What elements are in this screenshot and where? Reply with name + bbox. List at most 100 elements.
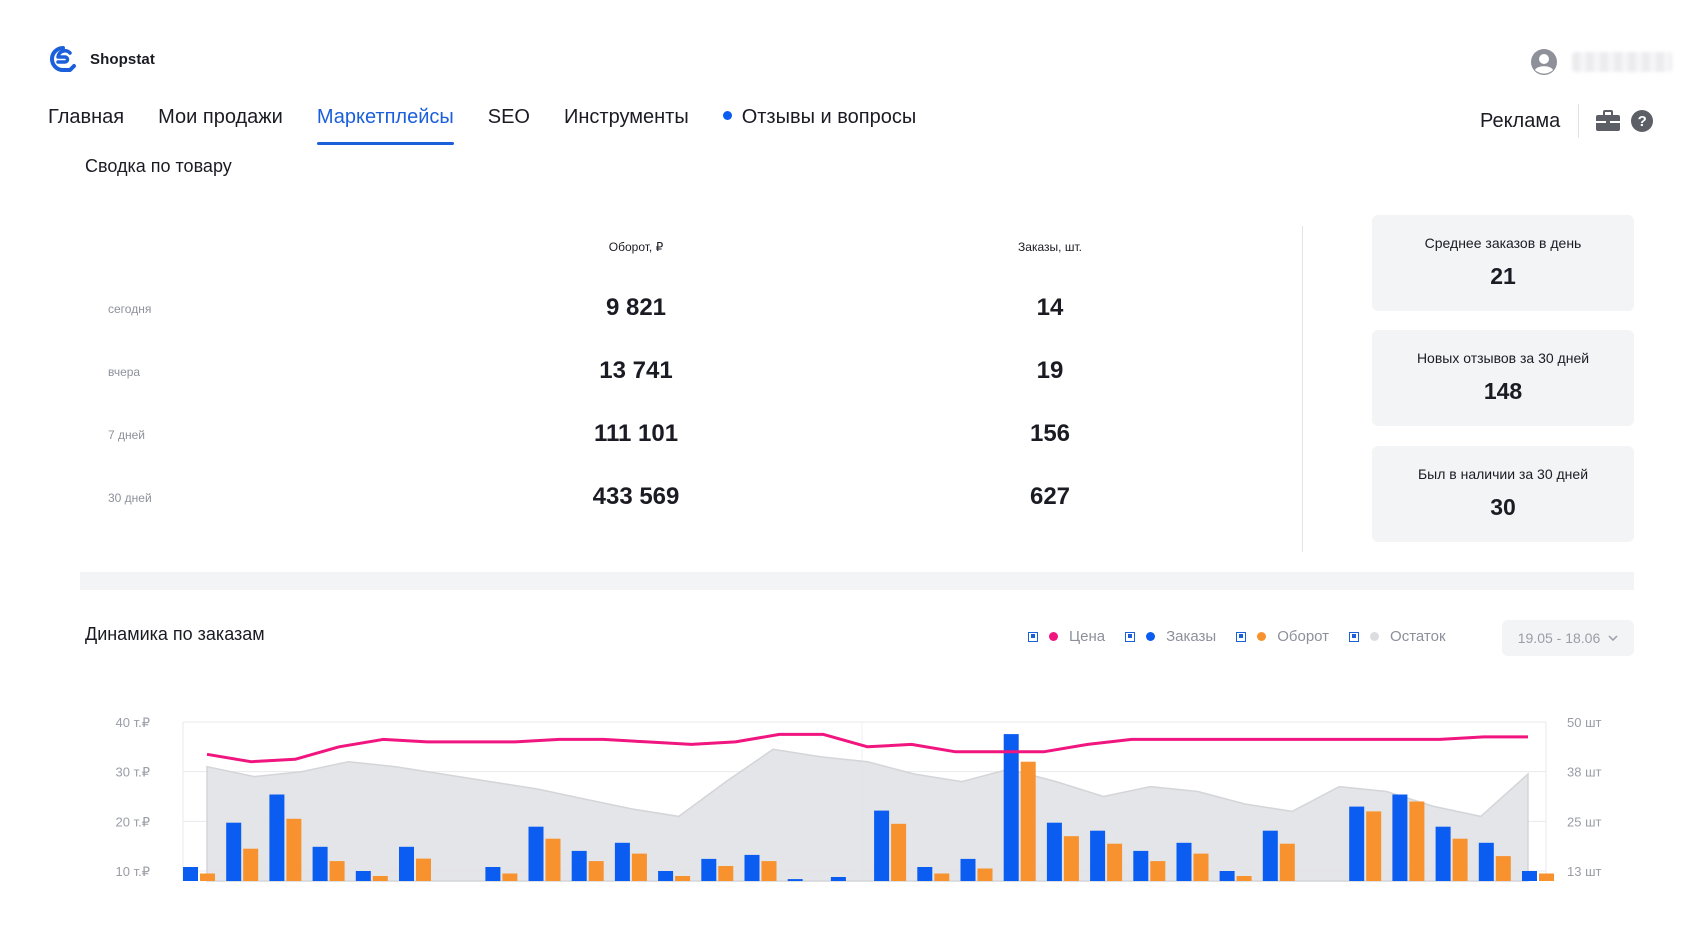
avatar-icon[interactable] xyxy=(1530,48,1558,76)
summary-turnover-value: 9 821 xyxy=(605,294,667,321)
orders-bar xyxy=(614,842,630,881)
orders-bar xyxy=(312,846,328,881)
nav-item-2[interactable]: Маркетплейсы xyxy=(316,106,454,150)
turnover-bar xyxy=(416,858,431,881)
kpi-value: 30 xyxy=(1490,494,1516,520)
kpi-card: Среднее заказов в день 21 xyxy=(1372,215,1634,311)
y-axis-left-tick: 20 т.₽ xyxy=(116,814,150,829)
orders-bar xyxy=(1522,871,1537,881)
orders-bar xyxy=(744,854,760,881)
nav-item-label: Главная xyxy=(48,106,125,128)
kpi-label: Был в наличии за 30 дней xyxy=(1417,466,1589,482)
nav-item-0[interactable]: Главная xyxy=(48,106,124,150)
turnover-bar xyxy=(1409,801,1425,881)
section-separator xyxy=(80,572,1634,590)
nav-item-3[interactable]: SEO xyxy=(488,106,530,150)
turnover-bar xyxy=(1236,876,1252,881)
y-axis-left-tick: 40 т.₽ xyxy=(116,715,150,730)
legend-item[interactable]: Остаток xyxy=(1349,628,1446,645)
orders-chart: 40 т.₽ 50 шт 30 т.₽ 38 шт 20 т.₽ 25 шт 10 т.₽ 1… xyxy=(116,715,1602,882)
chart-legend: Цена Заказы Оборот Остаток xyxy=(1028,628,1466,645)
legend-label: Цена xyxy=(1069,628,1106,645)
briefcase-icon[interactable] xyxy=(1595,109,1621,133)
summary-row-label: вчера xyxy=(108,365,141,379)
turnover-bar xyxy=(934,873,950,881)
turnover-bar xyxy=(1020,761,1036,881)
turnover-bar xyxy=(200,873,215,881)
nav-item-label: Маркетплейсы xyxy=(316,106,454,128)
legend-item[interactable]: Заказы xyxy=(1125,628,1216,645)
summary-turnover-value: 433 569 xyxy=(592,483,680,510)
summary-orders-value: 156 xyxy=(1029,420,1071,447)
legend-checkbox-icon[interactable] xyxy=(1349,631,1360,642)
turnover-bar xyxy=(1495,856,1511,881)
kpi-label: Новых отзывов за 30 дней xyxy=(1416,350,1590,366)
nav-ads-link[interactable]: Реклама xyxy=(1480,109,1561,132)
nav-divider xyxy=(1578,104,1580,138)
y-axis-right-tick: 13 шт xyxy=(1567,864,1602,879)
nav-item-5[interactable]: Отзывы и вопросы xyxy=(722,106,916,150)
summary-turnover-value: 13 741 xyxy=(599,357,673,384)
notification-dot-icon xyxy=(722,111,732,120)
legend-item[interactable]: Оборот xyxy=(1236,628,1329,645)
y-axis-left-tick: 10 т.₽ xyxy=(116,864,150,879)
orders-bar xyxy=(1392,794,1408,881)
shopstat-logo-icon xyxy=(50,46,76,72)
date-range-value: 19.05 - 18.06 xyxy=(1517,630,1601,646)
legend-label: Заказы xyxy=(1166,628,1217,645)
summary-turnover-value: 111 101 xyxy=(593,420,679,447)
turnover-bar xyxy=(1107,843,1123,881)
legend-checkbox-icon[interactable] xyxy=(1125,631,1136,642)
summary-orders-value: 627 xyxy=(1029,483,1071,510)
orders-bar xyxy=(1262,830,1278,881)
summary-title: Сводка по товару xyxy=(85,156,232,176)
turnover-bar xyxy=(891,823,907,881)
nav-item-1[interactable]: Мои продажи xyxy=(158,106,283,150)
orders-bar xyxy=(528,826,544,881)
brand-name: Shopstat xyxy=(90,50,155,68)
user-name-blurred xyxy=(1572,52,1672,72)
nav-right: Реклама ? xyxy=(1480,104,1654,138)
kpi-card: Новых отзывов за 30 дней 148 xyxy=(1372,330,1634,426)
turnover-bar xyxy=(243,848,259,881)
turnover-bar xyxy=(372,876,388,881)
y-axis-right-tick: 38 шт xyxy=(1567,765,1602,780)
date-range-select[interactable]: 19.05 - 18.06 xyxy=(1502,620,1634,656)
orders-bar xyxy=(571,850,587,881)
turnover-bar xyxy=(329,861,345,881)
legend-color-dot-icon xyxy=(1370,632,1380,641)
orders-bar xyxy=(874,810,890,881)
nav-item-label: SEO xyxy=(487,106,530,128)
user-menu[interactable] xyxy=(1530,48,1672,76)
turnover-bar xyxy=(502,873,518,881)
turnover-bar xyxy=(718,866,734,881)
orders-bar xyxy=(1478,842,1494,881)
orders-bar xyxy=(485,867,501,881)
col-head-turnover: Оборот, ₽ xyxy=(608,240,664,254)
nav-item-4[interactable]: Инструменты xyxy=(564,106,689,150)
legend-color-dot-icon xyxy=(1049,632,1058,641)
orders-bar xyxy=(658,871,674,881)
logo[interactable]: Shopstat xyxy=(48,44,155,74)
turnover-bar xyxy=(545,838,561,881)
turnover-bar xyxy=(761,861,777,881)
orders-bar xyxy=(917,867,933,881)
orders-bar xyxy=(226,822,242,881)
orders-bar xyxy=(701,858,717,881)
orders-bar xyxy=(1176,842,1192,881)
summary-row-label: 7 дней xyxy=(108,428,146,442)
legend-label: Оборот xyxy=(1277,628,1330,645)
summary-row-label: сегодня xyxy=(108,302,152,316)
turnover-bar xyxy=(588,861,604,881)
y-axis-right-tick: 25 шт xyxy=(1567,814,1602,829)
turnover-bar xyxy=(1539,873,1554,881)
help-icon[interactable]: ? xyxy=(1631,110,1654,132)
orders-bar xyxy=(1435,826,1451,881)
legend-checkbox-icon[interactable] xyxy=(1028,631,1038,642)
orders-bar xyxy=(1349,806,1365,881)
legend-item[interactable]: Цена xyxy=(1028,628,1105,645)
legend-checkbox-icon[interactable] xyxy=(1236,631,1247,642)
turnover-bar xyxy=(286,818,302,881)
kpi-value: 21 xyxy=(1490,263,1516,289)
price-line xyxy=(206,732,1528,764)
